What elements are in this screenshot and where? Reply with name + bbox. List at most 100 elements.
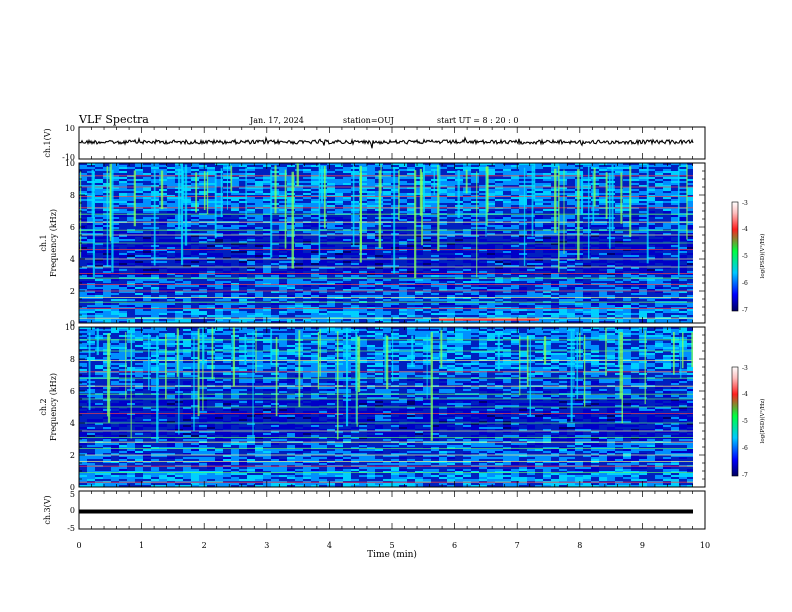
spectrogram-cell [215,305,223,307]
spectrogram-cell [607,241,615,243]
spectrogram-cell [143,223,151,225]
spectrogram-cell [223,309,231,311]
spectrogram-cell [207,237,215,239]
spectrogram-cell [527,241,535,243]
spectrogram-cell [455,353,463,355]
spectrogram-cell [527,177,535,179]
spectrogram-cell [119,343,127,345]
spectrogram-cell [287,223,295,225]
spectrogram-cell [95,201,103,203]
spectrogram-cell [423,233,431,235]
spectrogram-cell [447,257,455,259]
spectrogram-cell [215,345,223,347]
spectrogram-cell [447,271,455,273]
spectrogram-cell [567,269,575,271]
spectrogram-cell [207,185,215,187]
spectrogram-cell [511,249,519,251]
spectrogram-cell [351,171,359,173]
spectrogram-cell [143,187,151,189]
spectrogram-cell [599,169,607,171]
spectrogram-cell [87,281,95,283]
spectrogram-cell [359,345,367,347]
spectrogram-cell [255,201,263,203]
spectrogram-cell [383,203,391,205]
spectrogram-cell [647,197,655,199]
spectrogram-cell [471,217,479,219]
spectrogram-cell [87,297,95,299]
spectrogram-cell [543,201,551,203]
spectrogram-cell [119,165,127,167]
spectrogram-cell [247,305,255,307]
spectrogram-cell [447,247,455,249]
spectrogram-cell [543,195,551,197]
spectrogram-cell [423,199,431,201]
spectrogram-cell [543,231,551,233]
spectrogram-cell [407,241,415,243]
spectrogram-cell [407,267,415,269]
spectrogram-cell [407,193,415,195]
spectrogram-cell [415,253,423,255]
spectrogram-cell [671,235,679,237]
spectrogram-cell [503,253,511,255]
spectrogram-cell [415,355,423,357]
spectrogram-cell [319,237,327,239]
spectrogram-cell [607,247,615,249]
spectrogram-cell [455,335,463,337]
spectrogram-cell [431,297,439,299]
spectrogram-cell [247,353,255,355]
spectrogram-cell [231,251,239,253]
spectrogram-cell [159,295,167,297]
spectrogram-cell [399,297,407,299]
spectrogram-cell [223,305,231,307]
spectrogram-cell [575,315,583,317]
spectrogram-cell [111,271,119,273]
spectrogram-cell [351,209,359,211]
spectrogram-cell [543,205,551,207]
spectrogram-cell [639,329,647,331]
spectrogram-cell [607,231,615,233]
spectrogram-cell [143,241,151,243]
spectrogram-cell [487,191,495,193]
spectrogram-cell [463,259,471,261]
spectrogram-cell [623,245,631,247]
spectrogram-cell [311,303,319,305]
spectrogram-cell [103,271,111,273]
spectrogram-cell [263,177,271,179]
spectrogram-cell [415,315,423,317]
spectrogram-cell [351,311,359,313]
spectrogram-cell [95,315,103,317]
spectrogram-cell [679,195,687,197]
spectrogram-cell [247,251,255,253]
spectrogram-cell [295,195,303,197]
spectrogram-cell [471,283,479,285]
spectrogram-cell [263,285,271,287]
spectrogram-cell [95,335,103,337]
spectrogram-cell [375,319,383,321]
spectrogram-cell [255,311,263,313]
spectrogram-cell [439,193,447,195]
spectrogram-cell [431,285,439,287]
spectrogram-cell [551,257,559,259]
spectrogram-cell [343,315,351,317]
spectrogram-cell [663,319,671,321]
spectrogram-cell [255,297,263,299]
spectrogram-cell [407,215,415,217]
spectrogram-cell [399,345,407,347]
spectrogram-cell [143,189,151,191]
spectrogram-cell [359,359,367,361]
spectrogram-cell [263,279,271,281]
spectrogram-cell [343,219,351,221]
spectrogram-cell [295,307,303,309]
spectrogram-cell [559,357,567,359]
spectrogram-cell [167,305,175,307]
spectrogram-cell [231,303,239,305]
spectrogram-cell [303,227,311,229]
spectrogram-cell [407,349,415,351]
spectrogram-cell [551,271,559,273]
spectrogram-cell [375,275,383,277]
spectrogram-cell [111,223,119,225]
spectrogram-cell [247,253,255,255]
spectrogram-cell [247,215,255,217]
spectrogram-cell [367,181,375,183]
spectrogram-cell [167,337,175,339]
